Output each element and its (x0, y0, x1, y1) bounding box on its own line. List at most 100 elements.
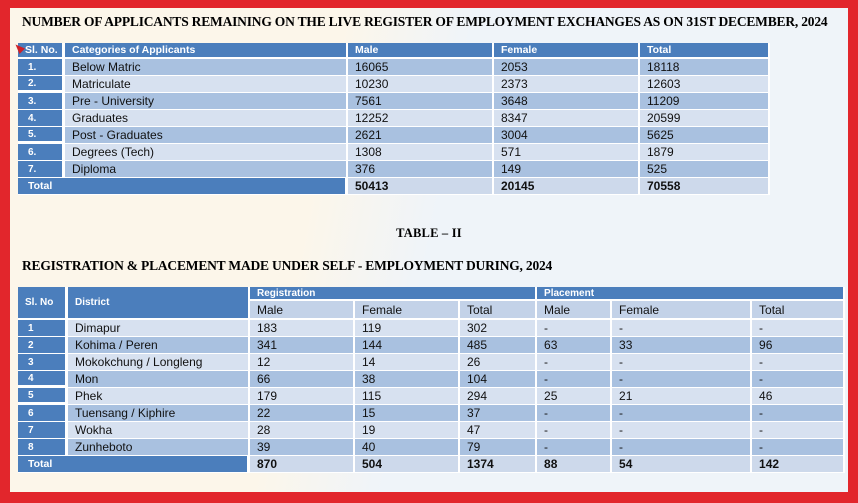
total-plc-female: 54 (612, 456, 753, 473)
total-male: 50413 (348, 178, 494, 195)
cell-male: 10230 (348, 76, 494, 93)
cell-female: 571 (494, 144, 640, 161)
cell-sl-no: 7 (18, 422, 68, 439)
cell-female: 8347 (494, 110, 640, 127)
cell-reg-female: 15 (355, 405, 460, 422)
cell-plc-female: - (612, 422, 753, 439)
table-row: 8 Zunheboto 39 40 79 - - - (18, 439, 846, 456)
cell-sl-no: 2. (18, 76, 65, 93)
col-header-district: District (68, 287, 250, 320)
total-plc-total: 142 (752, 456, 846, 473)
cell-district: Kohima / Peren (68, 337, 250, 354)
cell-reg-total: 37 (460, 405, 538, 422)
cell-reg-male: 66 (250, 371, 355, 388)
cell-total: 20599 (640, 110, 770, 127)
cell-reg-total: 104 (460, 371, 538, 388)
cell-plc-total: - (752, 405, 846, 422)
cell-female: 149 (494, 161, 640, 178)
col-header-sl-no: Sl. No. (18, 43, 65, 59)
cell-sl-no: 4 (18, 371, 68, 388)
cell-reg-male: 39 (250, 439, 355, 456)
cell-plc-male: - (537, 405, 613, 422)
group-header-placement: Placement (537, 287, 846, 301)
cell-plc-male: 63 (537, 337, 613, 354)
cell-plc-female: - (612, 439, 753, 456)
cell-total: 11209 (640, 93, 770, 110)
col-header-sl-no: Sl. No (18, 287, 68, 320)
cell-male: 376 (348, 161, 494, 178)
cell-male: 2621 (348, 127, 494, 144)
subheader-reg-female: Female (355, 301, 460, 320)
cell-reg-total: 47 (460, 422, 538, 439)
cell-reg-male: 28 (250, 422, 355, 439)
cell-male: 7561 (348, 93, 494, 110)
cell-reg-male: 183 (250, 320, 355, 337)
table2-total-row: Total 870 504 1374 88 54 142 (18, 456, 846, 473)
cell-plc-female: 21 (612, 388, 753, 405)
cell-sl-no: 7. (18, 161, 65, 178)
cell-plc-total: - (752, 320, 846, 337)
col-header-male: Male (348, 43, 494, 59)
subheader-plc-total: Total (752, 301, 846, 320)
cell-reg-female: 119 (355, 320, 460, 337)
cell-plc-total: - (752, 354, 846, 371)
cell-reg-total: 79 (460, 439, 538, 456)
table-row: 5 Phek 179 115 294 25 21 46 (18, 388, 846, 405)
cell-sl-no: 2 (18, 337, 68, 354)
cell-reg-female: 144 (355, 337, 460, 354)
cell-plc-male: - (537, 422, 613, 439)
cell-reg-male: 179 (250, 388, 355, 405)
table-row: 2 Kohima / Peren 341 144 485 63 33 96 (18, 337, 846, 354)
subheader-reg-male: Male (250, 301, 355, 320)
table2-header: Sl. No District Registration Placement M… (18, 287, 846, 320)
cell-total: 5625 (640, 127, 770, 144)
cell-plc-male: 25 (537, 388, 613, 405)
table-row: 6. Degrees (Tech) 1308 571 1879 (18, 144, 770, 161)
table1-title: NUMBER OF APPLICANTS REMAINING ON THE LI… (22, 14, 828, 29)
cell-plc-male: - (537, 371, 613, 388)
cell-reg-male: 22 (250, 405, 355, 422)
cell-reg-female: 14 (355, 354, 460, 371)
cell-district: Wokha (68, 422, 250, 439)
total-reg-female: 504 (355, 456, 460, 473)
cell-category: Below Matric (65, 59, 348, 76)
subheader-reg-total: Total (460, 301, 538, 320)
cell-reg-male: 12 (250, 354, 355, 371)
cell-plc-female: - (612, 354, 753, 371)
total-plc-male: 88 (537, 456, 613, 473)
table2-body: 1 Dimapur 183 119 302 - - - 2 Kohima / P… (18, 320, 846, 456)
cell-reg-total: 302 (460, 320, 538, 337)
group-header-registration: Registration (250, 287, 538, 301)
cell-category: Pre - University (65, 93, 348, 110)
cell-category: Post - Graduates (65, 127, 348, 144)
subheader-plc-female: Female (612, 301, 753, 320)
table-row: 1 Dimapur 183 119 302 - - - (18, 320, 846, 337)
cell-plc-total: - (752, 422, 846, 439)
cell-sl-no: 4. (18, 110, 65, 127)
red-flag-icon (15, 44, 25, 54)
cell-total: 12603 (640, 76, 770, 93)
cell-district: Zunheboto (68, 439, 250, 456)
col-header-total: Total (640, 43, 770, 59)
cell-plc-female: - (612, 371, 753, 388)
cell-reg-female: 38 (355, 371, 460, 388)
cell-sl-no: 1. (18, 59, 65, 76)
cell-reg-male: 341 (250, 337, 355, 354)
cell-plc-total: 96 (752, 337, 846, 354)
section-heading: TABLE – II (396, 226, 462, 240)
table-row: 7 Wokha 28 19 47 - - - (18, 422, 846, 439)
cell-reg-total: 485 (460, 337, 538, 354)
cell-sl-no: 3 (18, 354, 68, 371)
cell-total: 525 (640, 161, 770, 178)
table-row: 6 Tuensang / Kiphire 22 15 37 - - - (18, 405, 846, 422)
table-row: 1. Below Matric 16065 2053 18118 (18, 59, 770, 76)
cell-plc-female: 33 (612, 337, 753, 354)
col-header-categories: Categories of Applicants (65, 43, 348, 59)
table1-body: 1. Below Matric 16065 2053 18118 2. Matr… (18, 59, 770, 178)
cell-plc-total: - (752, 371, 846, 388)
cell-category: Diploma (65, 161, 348, 178)
cell-plc-total: 46 (752, 388, 846, 405)
cell-reg-total: 26 (460, 354, 538, 371)
cell-reg-female: 19 (355, 422, 460, 439)
cell-reg-total: 294 (460, 388, 538, 405)
